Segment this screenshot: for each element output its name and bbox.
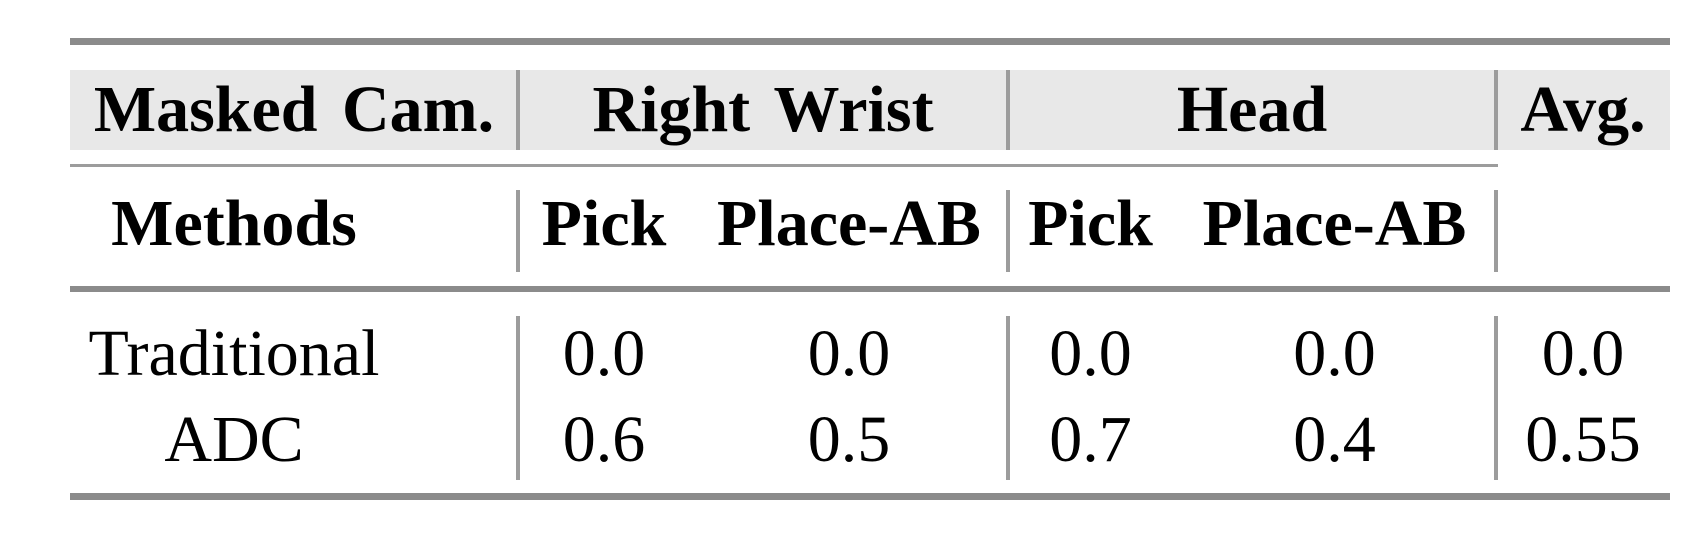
row-traditional-method: Traditional [88, 317, 380, 390]
header-head: Head [1176, 73, 1328, 146]
header-rw-place-ab: Place-AB [717, 187, 981, 260]
divider-col1-band [516, 70, 520, 150]
divider-groups-band [1006, 70, 1010, 150]
row-adc-head-pick: 0.7 [1049, 403, 1132, 476]
header-body-rule [70, 286, 1670, 292]
table-bottom-rule [70, 493, 1670, 500]
divider-groups-data [1006, 316, 1010, 480]
table-top-rule [70, 38, 1670, 45]
header-masked-cam: Masked Cam. [93, 73, 495, 146]
header-band [70, 70, 1670, 150]
row-traditional-rw-place-ab: 0.0 [807, 317, 891, 390]
header-avg: Avg. [1520, 73, 1646, 146]
row-adc-avg: 0.55 [1525, 403, 1641, 476]
row-adc-head-place-ab: 0.4 [1293, 403, 1376, 476]
divider-groups-methods [1006, 190, 1010, 272]
row-traditional-head-pick: 0.0 [1049, 317, 1132, 390]
header-right-wrist: Right Wrist [592, 73, 934, 146]
header-head-pick: Pick [1028, 187, 1153, 260]
header-rw-pick: Pick [541, 187, 667, 260]
row-adc-method: ADC [164, 403, 304, 476]
divider-avg-data [1494, 316, 1498, 480]
divider-avg-methods [1494, 190, 1498, 272]
row-adc-rw-place-ab: 0.5 [807, 403, 891, 476]
divider-col1-methods [516, 190, 520, 272]
header-group-rule [70, 164, 1498, 167]
divider-avg-band [1494, 70, 1498, 150]
row-traditional-avg: 0.0 [1541, 317, 1625, 390]
row-traditional-head-place-ab: 0.0 [1293, 317, 1376, 390]
row-traditional-rw-pick: 0.0 [562, 317, 646, 390]
row-adc-rw-pick: 0.6 [562, 403, 646, 476]
header-head-place-ab: Place-AB [1202, 187, 1467, 260]
divider-col1-data [516, 316, 520, 480]
header-methods: Methods [111, 187, 357, 260]
